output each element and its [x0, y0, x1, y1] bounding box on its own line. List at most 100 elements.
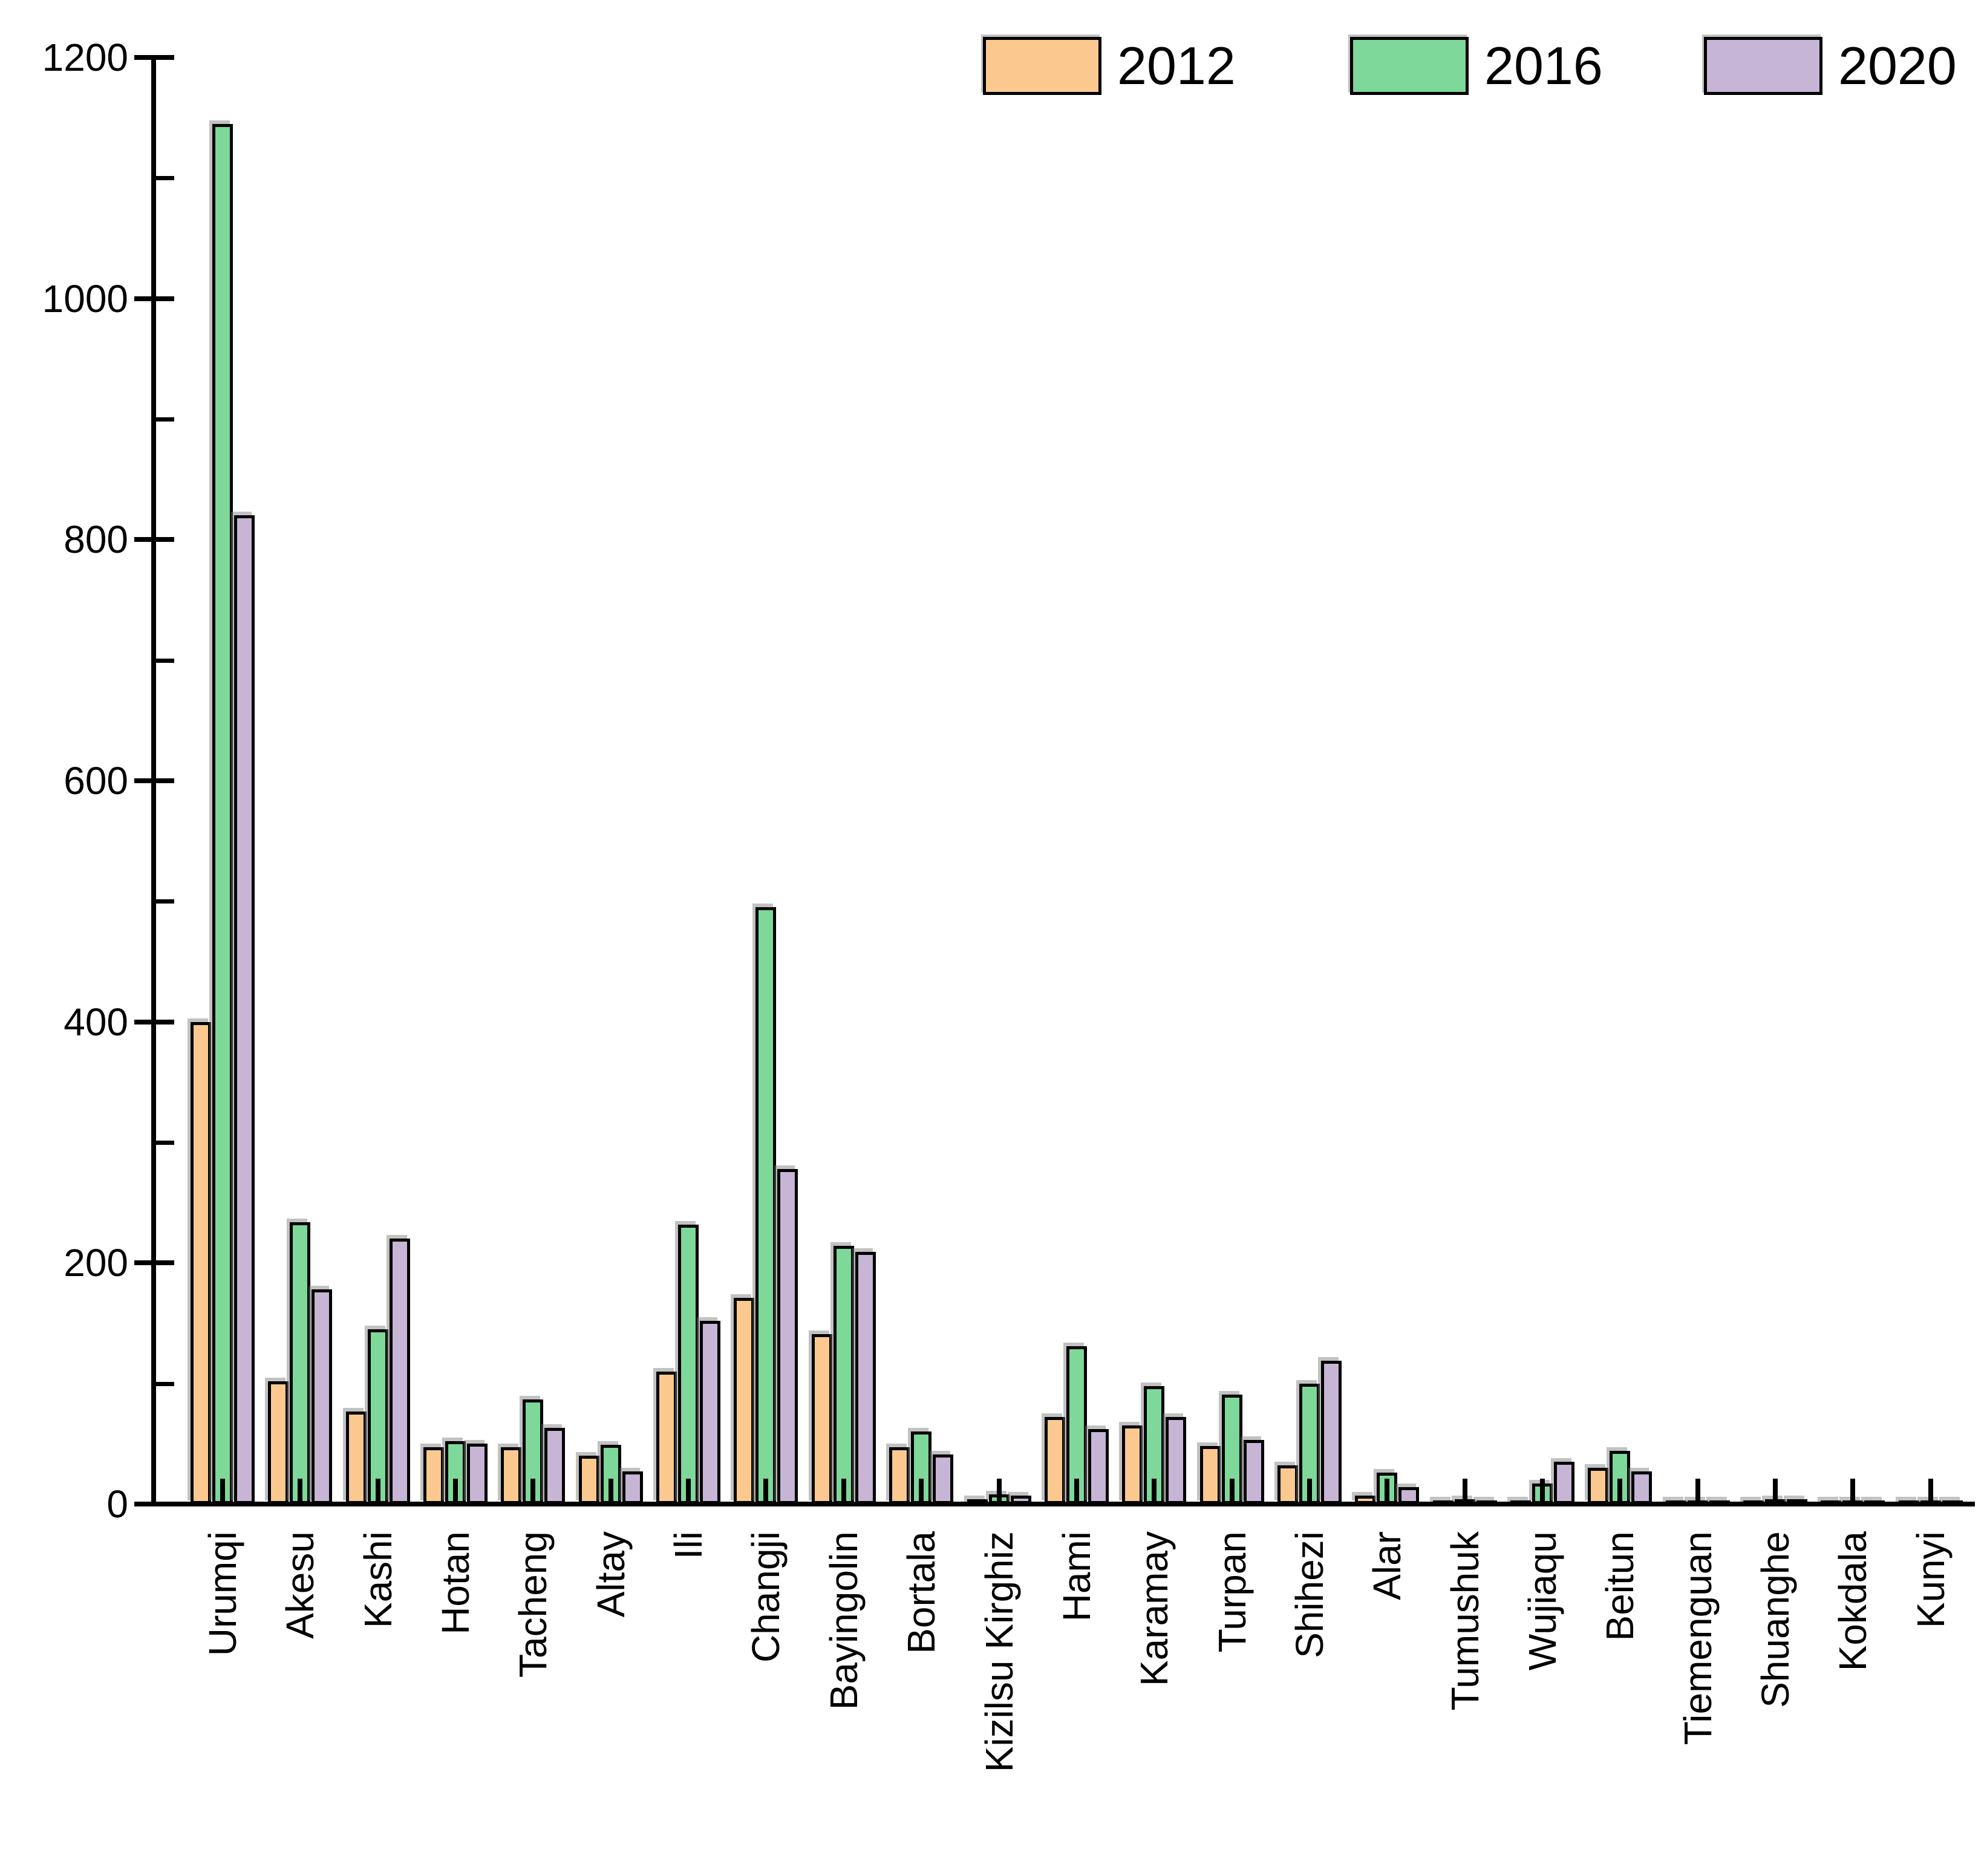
bar-urumqi-2016 [212, 123, 233, 1504]
x-axis-category-tick [530, 1479, 536, 1504]
x-axis-category-label: Beitun [1598, 1531, 1642, 1641]
bar-hotan-2020 [467, 1444, 488, 1504]
x-axis-category-tick [1074, 1479, 1079, 1504]
y-axis-minor-tick [154, 658, 174, 663]
y-axis-minor-tick [154, 1381, 174, 1386]
y-axis-minor-tick [154, 1141, 174, 1145]
x-axis-category-tick [1850, 1479, 1856, 1504]
x-axis-category-label: Hami [1054, 1531, 1098, 1622]
x-axis-category-label: Tacheng [511, 1531, 555, 1678]
x-axis-category-label: Akesu [278, 1531, 322, 1639]
bar-tacheng-2012 [501, 1447, 522, 1504]
x-axis-category-label: Urumqi [201, 1531, 244, 1656]
x-axis-category-tick [298, 1479, 303, 1504]
y-axis-tick-label: 600 [64, 759, 128, 803]
y-axis-minor-tick [154, 176, 174, 181]
legend-label-2020: 2020 [1838, 36, 1957, 96]
legend: 2012 2016 2020 [0, 0, 1987, 133]
x-axis-category-tick [1928, 1479, 1933, 1504]
bar-karamay-2020 [1166, 1417, 1187, 1504]
bar-shihezi-2020 [1320, 1360, 1342, 1504]
bar-shihezi-2012 [1277, 1465, 1298, 1504]
legend-swatch-2012 [983, 37, 1101, 95]
bar-beitun-2012 [1588, 1468, 1609, 1504]
y-axis-minor-tick [154, 899, 174, 904]
bar-kashi-2020 [389, 1239, 410, 1504]
bar-turpan-2012 [1199, 1446, 1221, 1504]
x-axis-category-tick [608, 1479, 613, 1504]
bar-hami-2016 [1066, 1346, 1087, 1504]
x-axis-category-tick [375, 1479, 380, 1504]
x-axis-category-tick [919, 1479, 924, 1504]
legend-label-2012: 2012 [1117, 36, 1236, 96]
x-axis-category-tick [220, 1479, 225, 1504]
x-axis-category-label: Kunyi [1908, 1531, 1953, 1629]
x-axis-category-tick [1617, 1479, 1623, 1504]
x-axis-category-tick [996, 1479, 1002, 1504]
bar-hotan-2016 [445, 1441, 466, 1504]
bar-changji-2016 [755, 907, 777, 1504]
bar-akesu-2016 [290, 1222, 311, 1504]
x-axis-category-label: Kashi [356, 1531, 400, 1629]
x-axis-category-tick [453, 1479, 458, 1504]
bar-turpan-2020 [1243, 1440, 1264, 1504]
x-axis-category-tick [1307, 1479, 1312, 1504]
bar-altay-2020 [622, 1471, 643, 1504]
x-axis-category-label: Tumushuk [1443, 1531, 1487, 1711]
y-axis-minor-tick [154, 417, 174, 422]
bar-changji-2020 [777, 1168, 798, 1504]
bar-kashi-2012 [345, 1411, 367, 1504]
bar-beitun-2020 [1631, 1471, 1653, 1504]
bar-bortala-2012 [889, 1447, 910, 1504]
bar-changji-2012 [734, 1298, 755, 1504]
x-axis-category-tick [1539, 1479, 1545, 1504]
bar-ili-2012 [656, 1371, 677, 1504]
x-axis-category-label: Hotan [434, 1531, 478, 1635]
bar-tacheng-2020 [544, 1428, 566, 1504]
x-axis-category-label: Kizilsu Kirghiz [977, 1531, 1021, 1773]
x-axis-category-label: Altay [589, 1531, 633, 1618]
x-axis-category-tick [1385, 1479, 1390, 1504]
bar-ili-2016 [678, 1224, 699, 1504]
x-axis-category-tick [1462, 1479, 1467, 1504]
bar-kashi-2016 [367, 1329, 388, 1504]
bar-bayingolin-2016 [833, 1246, 854, 1504]
x-axis-category-label: Shuanghe [1754, 1531, 1797, 1708]
bar-bortala-2020 [933, 1454, 954, 1504]
bar-urumqi-2012 [191, 1021, 211, 1504]
x-axis-category-tick [1229, 1479, 1235, 1504]
x-axis-category-label: Turpan [1210, 1531, 1254, 1653]
x-axis-category-tick [1773, 1479, 1778, 1504]
bar-akesu-2020 [312, 1289, 333, 1504]
y-axis-tick-label: 200 [64, 1241, 128, 1285]
x-axis-category-tick [1152, 1479, 1157, 1504]
x-axis-category-tick [1695, 1479, 1700, 1504]
x-axis-category-tick [841, 1479, 846, 1504]
y-axis-tick-label: 1200 [42, 36, 128, 80]
x-axis-category-label: Bortala [899, 1531, 944, 1654]
bar-wujiaqu-2020 [1553, 1462, 1574, 1504]
bar-hotan-2012 [423, 1447, 445, 1504]
x-axis-line [151, 1502, 1975, 1506]
x-axis-category-label: Tiemenguan [1675, 1531, 1720, 1745]
y-axis-tick-label: 800 [64, 518, 128, 562]
x-axis-category-tick [686, 1479, 691, 1504]
bar-karamay-2012 [1122, 1425, 1143, 1504]
y-axis-tick-label: 400 [64, 1000, 128, 1044]
legend-swatch-2016 [1350, 37, 1469, 95]
legend-item-2016: 2016 [1350, 34, 1603, 98]
legend-item-2020: 2020 [1704, 34, 1957, 98]
x-axis-category-label: Changji [744, 1531, 788, 1663]
x-axis-category-tick [763, 1479, 769, 1504]
x-axis-category-label: Alar [1365, 1531, 1409, 1600]
y-axis-tick-label: 0 [106, 1482, 128, 1526]
bar-urumqi-2020 [234, 515, 255, 1504]
legend-item-2012: 2012 [983, 34, 1236, 98]
y-axis-line [151, 57, 156, 1506]
legend-label-2016: 2016 [1484, 36, 1603, 96]
bar-akesu-2012 [268, 1381, 289, 1504]
bar-ili-2020 [700, 1321, 721, 1504]
x-axis-category-label: Ili [667, 1531, 711, 1560]
legend-swatch-2020 [1704, 37, 1822, 95]
